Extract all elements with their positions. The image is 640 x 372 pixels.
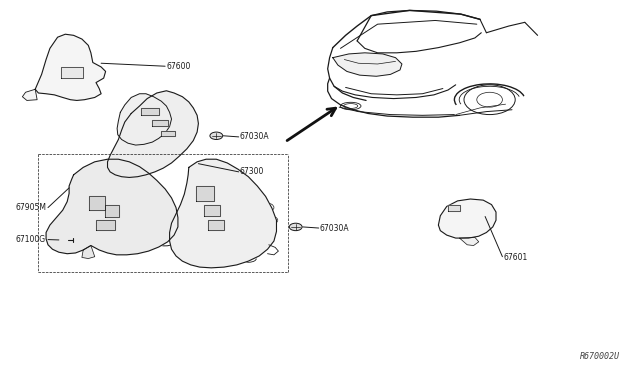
Polygon shape	[333, 53, 402, 76]
Polygon shape	[89, 196, 105, 210]
Polygon shape	[209, 220, 225, 230]
Text: 67905M: 67905M	[16, 203, 47, 212]
Text: 67600: 67600	[166, 62, 191, 71]
Circle shape	[64, 73, 70, 76]
Circle shape	[210, 132, 223, 140]
Ellipse shape	[50, 236, 68, 244]
Text: 67030A: 67030A	[320, 224, 349, 232]
Polygon shape	[196, 186, 214, 201]
Polygon shape	[96, 220, 115, 230]
Text: 67601: 67601	[504, 253, 528, 262]
Polygon shape	[141, 108, 159, 115]
Circle shape	[289, 223, 302, 231]
Text: 67300: 67300	[240, 167, 264, 176]
Polygon shape	[117, 94, 172, 145]
Circle shape	[177, 127, 188, 133]
Polygon shape	[35, 34, 106, 100]
Polygon shape	[170, 159, 276, 268]
Circle shape	[72, 73, 79, 76]
Text: 67100G: 67100G	[16, 235, 46, 244]
Polygon shape	[61, 67, 83, 78]
Polygon shape	[161, 131, 175, 136]
Ellipse shape	[54, 238, 64, 242]
Polygon shape	[448, 205, 460, 211]
Circle shape	[72, 69, 79, 73]
Polygon shape	[105, 205, 119, 217]
Polygon shape	[108, 91, 198, 177]
Text: 67030A: 67030A	[240, 132, 269, 141]
Polygon shape	[82, 246, 95, 259]
Polygon shape	[22, 89, 37, 100]
Text: R670002U: R670002U	[580, 352, 620, 361]
Polygon shape	[438, 199, 496, 238]
Polygon shape	[205, 205, 220, 216]
Circle shape	[64, 69, 70, 73]
Polygon shape	[46, 159, 178, 255]
Polygon shape	[152, 120, 168, 126]
Polygon shape	[460, 237, 479, 246]
